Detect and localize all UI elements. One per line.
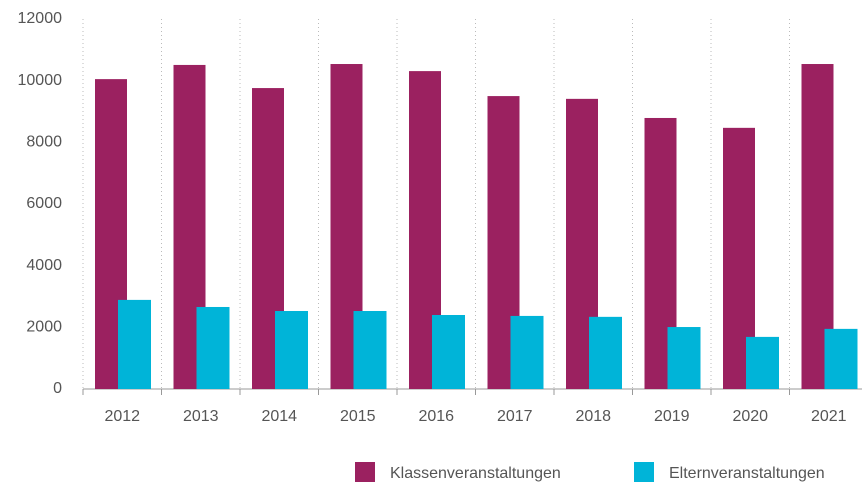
y-tick-label: 10000 [18, 72, 63, 89]
y-tick-label: 12000 [18, 10, 63, 27]
legend-swatch [634, 462, 654, 482]
y-tick-label: 6000 [26, 195, 62, 212]
x-tick-label: 2012 [104, 408, 140, 425]
bar [746, 336, 779, 389]
y-tick-label: 4000 [26, 257, 62, 274]
y-tick-label: 0 [53, 380, 62, 397]
legend-label: Elternveranstaltungen [669, 465, 825, 482]
x-tick-label: 2019 [654, 408, 690, 425]
y-tick-label: 2000 [26, 319, 62, 336]
x-tick-label: 2018 [575, 408, 611, 425]
legend-label: Klassenveranstaltungen [390, 465, 561, 482]
bar [353, 310, 387, 389]
x-tick-label: 2013 [183, 408, 219, 425]
bar [275, 310, 308, 389]
bar [432, 315, 465, 389]
x-tick-label: 2017 [497, 408, 533, 425]
x-tick-label: 2014 [261, 408, 297, 425]
bar [196, 306, 230, 389]
bar [667, 327, 701, 389]
bar [510, 315, 544, 389]
y-tick-label: 8000 [26, 134, 62, 151]
x-tick-label: 2015 [340, 408, 376, 425]
legend-swatch [355, 462, 375, 482]
x-tick-label: 2021 [811, 408, 847, 425]
x-tick-label: 2016 [418, 408, 454, 425]
x-tick-label: 2020 [732, 408, 768, 425]
bar [118, 299, 151, 389]
bar [589, 316, 622, 389]
bar [824, 328, 858, 389]
